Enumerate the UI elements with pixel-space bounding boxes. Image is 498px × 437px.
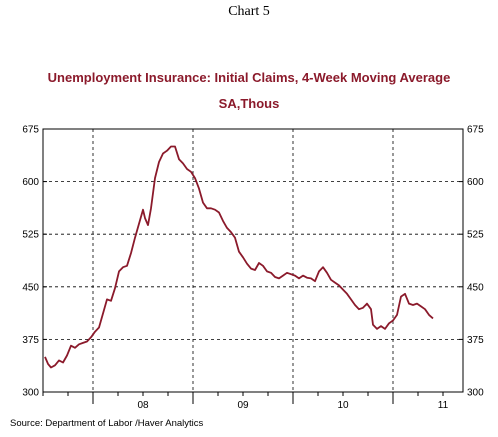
- x-tick-label: 08: [137, 400, 149, 411]
- chart-subtitle: SA,Thous: [218, 96, 280, 111]
- x-tick-label: 10: [337, 400, 349, 411]
- y-tick-label-right: 525: [467, 230, 484, 241]
- y-tick-label-left: 450: [22, 282, 39, 293]
- y-tick-label-left: 375: [22, 335, 39, 346]
- chart-title: Unemployment Insurance: Initial Claims, …: [47, 70, 451, 85]
- series-line: [44, 145, 434, 369]
- plot-frame: [42, 128, 464, 393]
- axis-layer: 300 300 375 375 450 450 525 525 600 600 675 675 08 09…: [22, 125, 484, 412]
- y-tick-label-left: 525: [22, 230, 39, 241]
- y-tick-label-right: 300: [467, 388, 484, 399]
- y-tick-label-right: 675: [467, 125, 484, 136]
- x-tick-label: 11: [438, 400, 449, 411]
- source-note: Source: Department of Labor /Haver Analy…: [10, 418, 204, 429]
- x-tick-label: 09: [237, 400, 249, 411]
- y-tick-label-right: 450: [467, 282, 484, 293]
- chart-caption: Chart 5: [228, 4, 270, 19]
- y-tick-label-left: 675: [22, 125, 39, 136]
- y-tick-label-left: 600: [22, 177, 39, 188]
- y-tick-label-left: 300: [22, 388, 39, 399]
- grid-layer: [43, 129, 463, 392]
- y-tick-label-right: 375: [467, 335, 484, 346]
- y-tick-label-right: 600: [467, 177, 484, 188]
